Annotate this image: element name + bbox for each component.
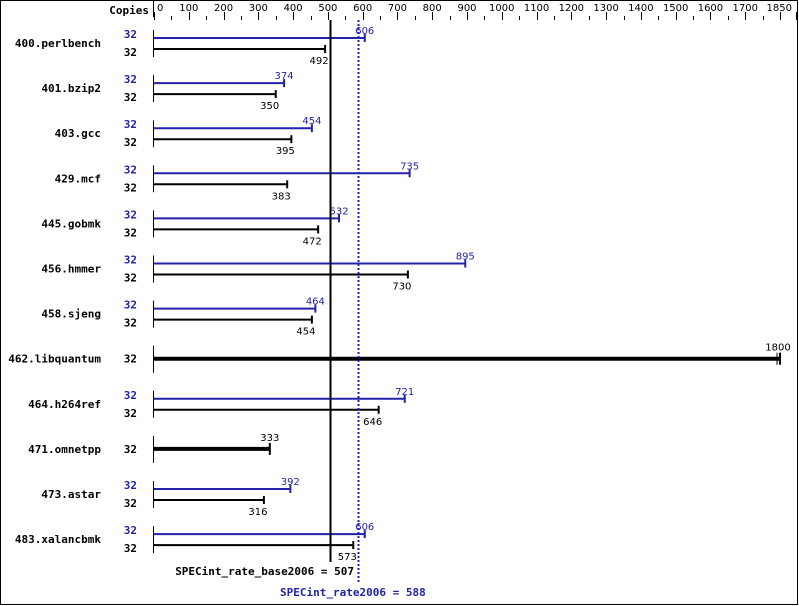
- tick-label: 1400: [628, 3, 653, 14]
- base-metric-label: SPECint_rate_base2006 = 507: [175, 565, 354, 578]
- base-value-label: 350: [260, 101, 279, 112]
- tick-label: 1200: [559, 3, 584, 14]
- bar-value-label: 1800: [765, 343, 790, 354]
- copies-value: 32: [124, 443, 137, 456]
- peak-value-label: 606: [355, 522, 374, 533]
- benchmark-label: 429.mcf: [55, 172, 101, 185]
- peak-value-label: 606: [355, 26, 374, 37]
- copies-header: Copies: [109, 4, 149, 17]
- base-copies: 32: [124, 542, 137, 555]
- base-copies: 32: [124, 91, 137, 104]
- benchmark-label: 400.perlbench: [15, 37, 101, 50]
- base-value-label: 730: [392, 282, 411, 293]
- tick-label: 1700: [732, 3, 757, 14]
- tick-label: 600: [353, 3, 372, 14]
- peak-value-label: 464: [306, 297, 325, 308]
- base-copies: 32: [124, 181, 137, 194]
- base-value-label: 454: [296, 327, 315, 338]
- peak-value-label: 374: [275, 71, 294, 82]
- benchmark-label: 401.bzip2: [41, 82, 101, 95]
- benchmark-label: 456.hmmer: [41, 263, 101, 276]
- base-value-label: 472: [303, 236, 322, 247]
- peak-value-label: 721: [395, 387, 414, 398]
- base-copies: 32: [124, 272, 137, 285]
- benchmark-label: 403.gcc: [55, 127, 101, 140]
- tick-label: 1000: [489, 3, 514, 14]
- peak-value-label: 532: [329, 206, 348, 217]
- base-copies: 32: [124, 226, 137, 239]
- tick-label: 100: [179, 3, 198, 14]
- base-value-label: 646: [363, 417, 382, 428]
- tick-label: 400: [284, 3, 303, 14]
- base-copies: 32: [124, 497, 137, 510]
- benchmark-label: 445.gobmk: [41, 217, 101, 230]
- peak-copies: 32: [124, 163, 137, 176]
- tick-label: 200: [214, 3, 233, 14]
- peak-value-label: 895: [456, 252, 475, 263]
- tick-label: 900: [457, 3, 476, 14]
- peak-copies: 32: [124, 208, 137, 221]
- base-value-label: 316: [248, 507, 267, 518]
- base-copies: 32: [124, 317, 137, 330]
- tick-label: 800: [423, 3, 442, 14]
- tick-label: 1100: [524, 3, 549, 14]
- peak-copies: 32: [124, 299, 137, 312]
- benchmark-label: 471.omnetpp: [28, 443, 101, 456]
- benchmark-label: 458.sjeng: [41, 308, 101, 321]
- peak-copies: 32: [124, 479, 137, 492]
- bar-value-label: 333: [260, 433, 279, 444]
- peak-value-label: 392: [281, 477, 300, 488]
- tick-label: 1850: [767, 3, 792, 14]
- benchmark-label: 464.h264ref: [28, 398, 101, 411]
- peak-copies: 32: [124, 28, 137, 41]
- base-value-label: 395: [276, 146, 295, 157]
- base-copies: 32: [124, 407, 137, 420]
- peak-metric-label: SPECint_rate2006 = 588: [280, 586, 426, 599]
- tick-label: 700: [388, 3, 407, 14]
- tick-label: 1500: [663, 3, 688, 14]
- peak-copies: 32: [124, 254, 137, 267]
- peak-copies: 32: [124, 524, 137, 537]
- tick-label: 0: [157, 3, 163, 14]
- base-value-label: 492: [310, 56, 329, 67]
- peak-copies: 32: [124, 73, 137, 86]
- benchmark-label: 483.xalancbmk: [15, 533, 101, 546]
- base-copies: 32: [124, 46, 137, 59]
- base-value-label: 383: [272, 191, 291, 202]
- benchmark-label: 473.astar: [41, 488, 101, 501]
- tick-label: 500: [318, 3, 337, 14]
- peak-copies: 32: [124, 389, 137, 402]
- peak-value-label: 735: [400, 161, 419, 172]
- tick-label: 1300: [593, 3, 618, 14]
- benchmark-label: 462.libquantum: [8, 353, 101, 366]
- peak-copies: 32: [124, 118, 137, 131]
- base-value-label: 573: [338, 552, 357, 563]
- tick-label: 300: [249, 3, 268, 14]
- tick-label: 1600: [698, 3, 723, 14]
- peak-value-label: 454: [302, 116, 321, 127]
- base-copies: 32: [124, 136, 137, 149]
- copies-value: 32: [124, 353, 137, 366]
